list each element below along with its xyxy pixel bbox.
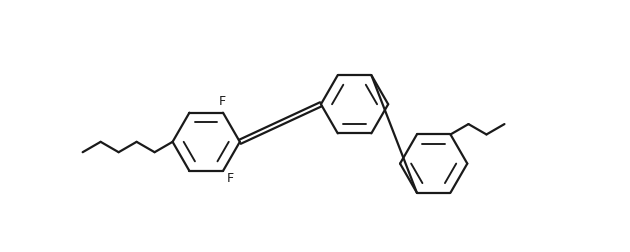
- Text: F: F: [227, 172, 234, 185]
- Text: F: F: [219, 95, 226, 108]
